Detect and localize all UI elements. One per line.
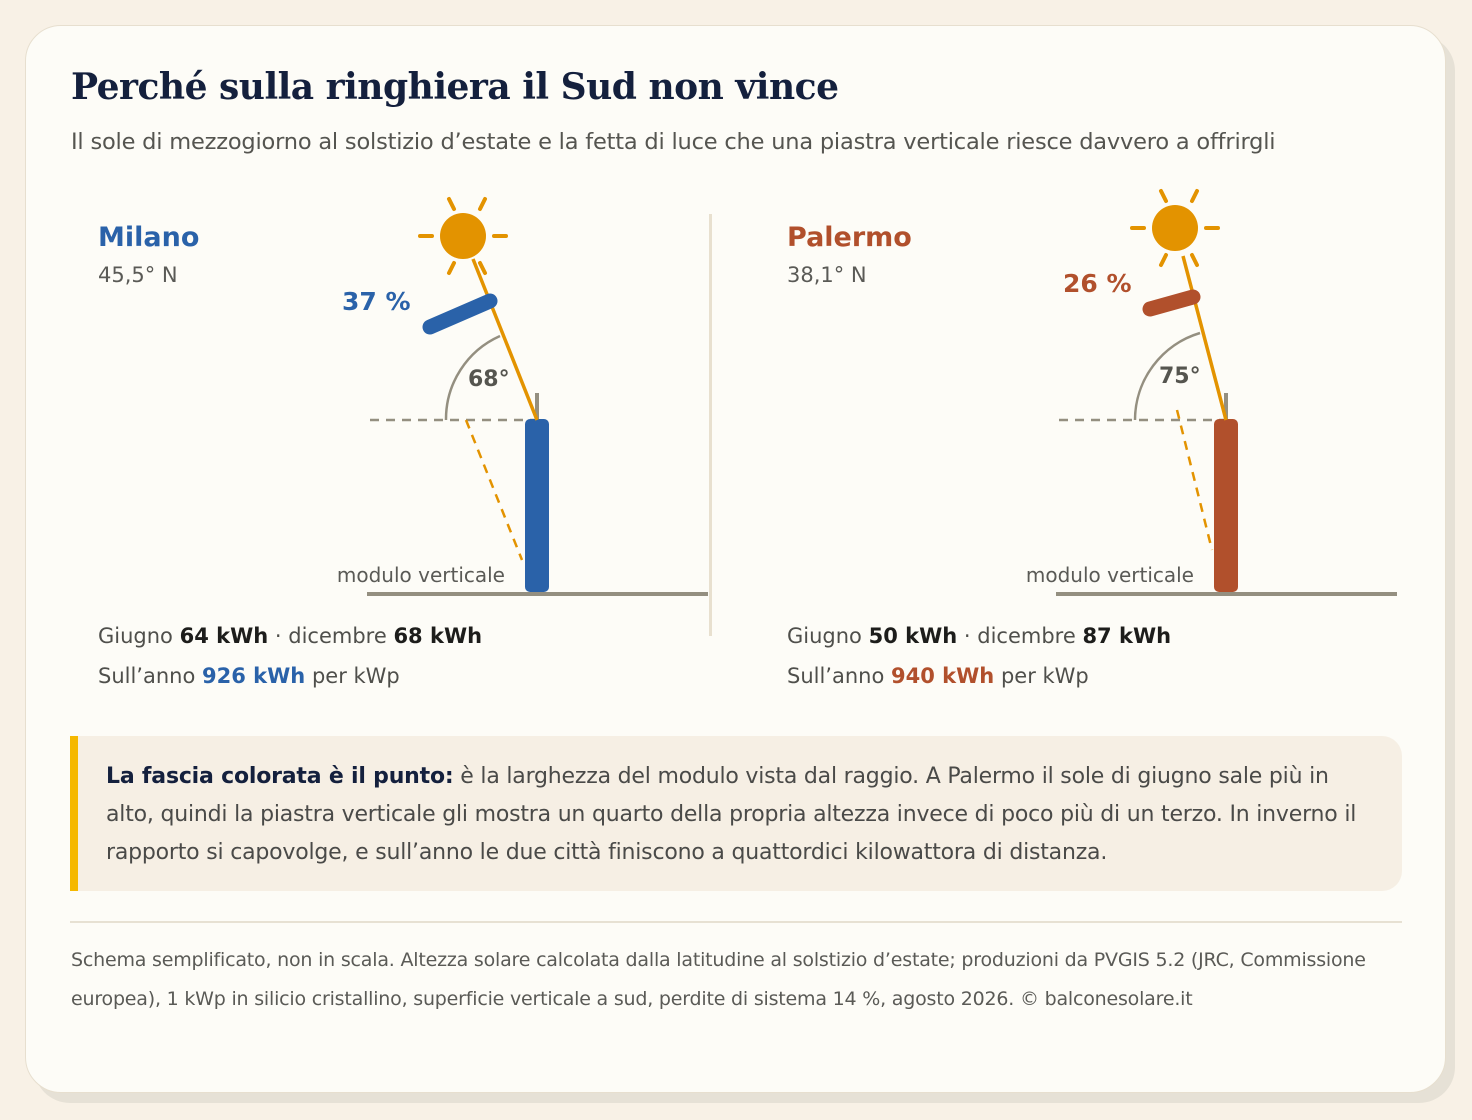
source-note: Schema semplificato, non in scala. Altez… [71,949,1366,1010]
panel-divider [709,214,712,636]
december-value-palermo: 87 kWh [1082,624,1172,648]
angle-arc-milano [444,334,501,421]
angle-label-palermo: 75° [1159,364,1201,389]
footer-divider [70,921,1402,923]
june-value-milano: 64 kWh [179,624,269,648]
infographic-card [25,25,1446,1093]
callout-lead: La fascia colorata è il punto: [106,764,454,789]
june-value-palermo: 50 kWh [868,624,958,648]
city-latitude-milano: 45,5° N [98,263,178,287]
annual-yield-milano: Sull’anno 926 kWh per kWp [98,664,400,688]
page-title: Perché sulla ringhiera il Sud non vince [71,66,839,108]
vertical-module-palermo [1214,419,1238,592]
callout-text: è la larghezza del modulo vista dal ragg… [106,764,1357,865]
monthly-yield-milano: Giugno 64 kWh · dicembre 68 kWh [98,624,483,648]
year-value-palermo: 940 kWh [891,664,995,688]
diagram-milano: 37 % 68° modulo verticale [337,197,708,596]
sun-ray-palermo [1181,255,1228,421]
sun-icon [418,197,508,275]
vertical-module-milano [525,419,549,592]
ray-shadow-palermo [1175,409,1214,551]
angle-arc-palermo [1133,331,1201,421]
stats-palermo: Giugno 50 kWh · dicembre 87 kWh Sull’ann… [787,616,1171,696]
explanation-callout: La fascia colorata è il punto: è la larg… [70,736,1402,891]
fraction-label-palermo: 26 % [1063,269,1132,298]
city-latitude-palermo: 38,1° N [787,263,867,287]
stats-milano: Giugno 64 kWh · dicembre 68 kWh Sull’ann… [98,616,482,696]
monthly-yield-palermo: Giugno 50 kWh · dicembre 87 kWh [787,624,1172,648]
annual-yield-palermo: Sull’anno 940 kWh per kWp [787,664,1089,688]
ray-shadow-milano [464,419,524,561]
sun-icon [1130,189,1220,267]
december-value-milano: 68 kWh [393,624,483,648]
module-label-palermo: modulo verticale [1026,563,1194,587]
page-subtitle: Il sole di mezzogiorno al solstizio d’es… [71,129,1276,155]
year-value-milano: 926 kWh [202,664,306,688]
sun-ray-milano [471,258,539,421]
effective-width-band-milano [422,293,498,335]
fraction-label-milano: 37 % [342,287,411,316]
diagram-palermo: 26 % 75° modulo verticale [1026,189,1397,596]
city-name-palermo: Palermo [787,222,912,253]
effective-width-band-palermo [1142,289,1201,317]
angle-label-milano: 68° [468,367,510,392]
module-label-milano: modulo verticale [337,563,505,587]
city-name-milano: Milano [98,222,200,253]
